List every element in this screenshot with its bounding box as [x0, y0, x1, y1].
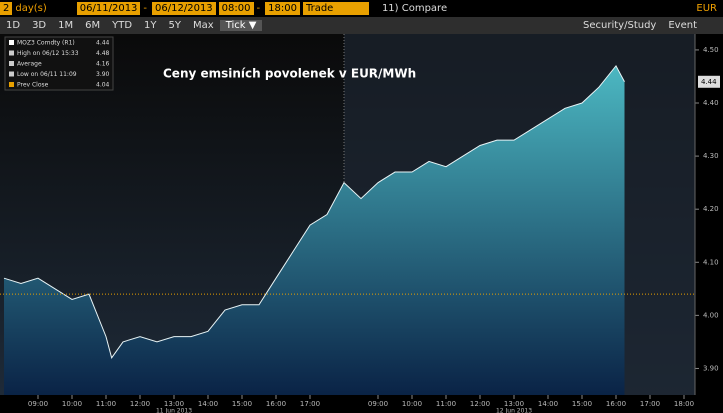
field[interactable]: 06/11/2013: [76, 2, 141, 15]
label: -: [256, 3, 261, 14]
x-tick-label: 11:00: [96, 400, 116, 408]
label: day(s): [15, 3, 47, 14]
x-tick-label: 10:00: [402, 400, 422, 408]
x-tick-label: 18:00: [674, 400, 694, 408]
y-tick-label: 3.90: [703, 364, 719, 372]
legend-value: 4.16: [96, 61, 110, 68]
field[interactable]: 18:00: [265, 2, 300, 15]
x-tick-label: 13:00: [504, 400, 524, 408]
x-tick-label: 09:00: [368, 400, 388, 408]
label: -: [143, 3, 148, 14]
button[interactable]: 11) Compare: [381, 3, 448, 14]
y-tick-label: 4.20: [703, 205, 719, 213]
range-button[interactable]: 5Y: [168, 20, 182, 31]
x-tick-label: 09:00: [28, 400, 48, 408]
x-tick-label: 10:00: [62, 400, 82, 408]
legend-icon: [9, 61, 14, 66]
button[interactable]: Event: [668, 20, 697, 31]
range-button[interactable]: 6M: [85, 20, 101, 31]
x-tick-label: 15:00: [232, 400, 252, 408]
range-button[interactable]: 1Y: [144, 20, 157, 31]
date-label: 12 Jun 2013: [496, 408, 532, 413]
x-tick-label: 17:00: [640, 400, 660, 408]
chart-title: Ceny emsiních povolenek v EUR/MWh: [163, 67, 416, 81]
y-tick-label: 4.30: [703, 152, 719, 160]
legend-value: 4.04: [96, 82, 110, 89]
x-tick-label: 12:00: [130, 400, 150, 408]
range-button[interactable]: Max: [193, 20, 214, 31]
x-tick-label: 12:00: [470, 400, 490, 408]
legend-name: Prev Close: [17, 82, 49, 89]
line: [3, 64, 625, 359]
x-tick-label: 13:00: [164, 400, 184, 408]
currency: EUR: [696, 3, 717, 14]
legend-icon: [9, 50, 14, 56]
date-label: 11 Jun 2013: [156, 408, 192, 413]
field[interactable]: 2: [0, 2, 13, 15]
range-button[interactable]: YTD: [112, 20, 133, 31]
legend-name: High on 06/12 15:33: [17, 50, 79, 57]
legend-name: Average: [17, 61, 42, 68]
range-button[interactable]: 3D: [32, 20, 47, 31]
y-tick-label: 4.50: [703, 46, 719, 54]
button[interactable]: Tick ▼: [219, 20, 263, 31]
legend-icon: [9, 40, 14, 45]
legend-value: 4.44: [96, 40, 110, 47]
x-tick-label: 14:00: [538, 400, 558, 408]
legend-icon: [9, 71, 14, 77]
legend-name: Low on 06/11 11:09: [17, 71, 77, 78]
last-price-label: 4.44: [701, 78, 717, 86]
field[interactable]: 06/12/2013: [152, 2, 216, 15]
toolbar: 2 day(s) 06/11/2013 - 06/12/2013 08:00 -…: [0, 0, 723, 17]
range-button[interactable]: 1M: [58, 20, 74, 31]
range-bar: 1D 3D 1M 6M YTD 1Y 5Y Max Tick ▼ Security/Study…: [0, 17, 723, 34]
x-tick-label: 15:00: [572, 400, 592, 408]
legend-name: MOZ3 Comdty (R1): [17, 40, 75, 47]
x-tick-label: 11:00: [436, 400, 456, 408]
legend-value: 4.48: [96, 50, 110, 57]
legend-value: 3.90: [96, 71, 110, 78]
y-tick-label: 4.10: [703, 258, 719, 266]
x-tick-label: 17:00: [300, 400, 320, 408]
legend-bg: [4, 36, 114, 91]
y-tick-label: 4.40: [703, 99, 719, 107]
x-tick-label: 16:00: [266, 400, 286, 408]
legend-icon: [9, 82, 14, 87]
x-tick-label: 14:00: [198, 400, 218, 408]
field[interactable]: 08:00: [218, 2, 254, 15]
field[interactable]: Trade: [302, 2, 369, 15]
x-tick-label: 16:00: [606, 400, 626, 408]
last-price-box: [698, 75, 720, 88]
y-tick-label: 4.00: [703, 311, 719, 319]
area: [4, 65, 625, 396]
button[interactable]: Security/Study: [583, 20, 657, 31]
range-button[interactable]: 1D: [6, 20, 21, 31]
ranges: 1D 3D 1M 6M YTD 1Y 5Y Max: [0, 20, 220, 31]
